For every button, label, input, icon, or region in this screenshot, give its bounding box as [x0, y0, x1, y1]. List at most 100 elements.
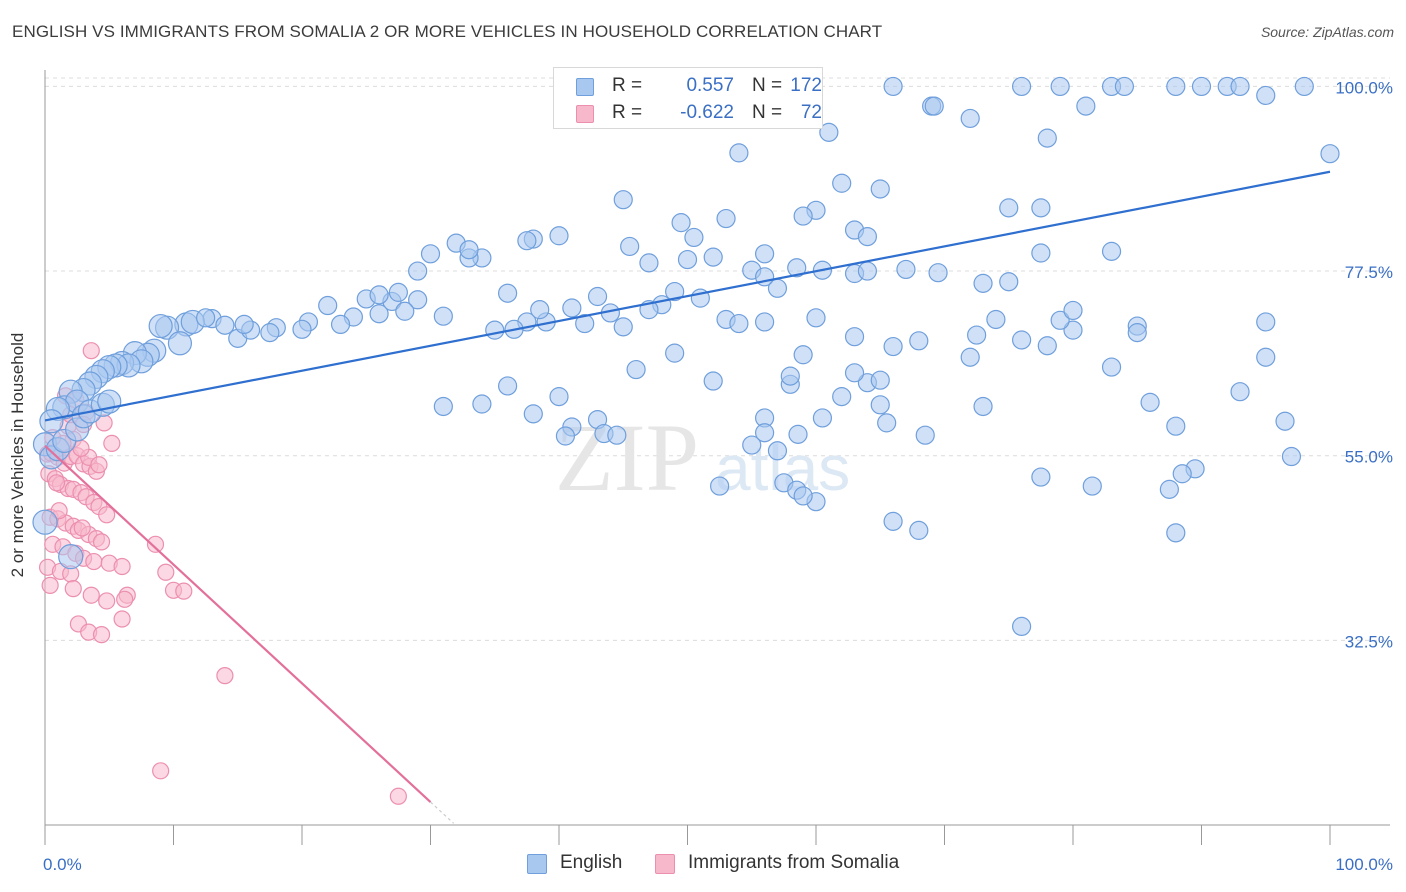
english-point	[1166, 416, 1186, 436]
english-point	[896, 259, 916, 280]
english-point	[793, 486, 813, 506]
somalia-point	[41, 576, 59, 594]
somalia-point	[216, 667, 234, 685]
english-point	[1031, 243, 1051, 263]
english-point	[665, 343, 685, 363]
english-point	[459, 240, 479, 260]
english-point	[832, 387, 852, 407]
english-point	[395, 301, 415, 321]
english-point	[960, 108, 980, 129]
english-point	[928, 263, 948, 283]
english-point	[671, 213, 691, 233]
english-point	[318, 295, 338, 316]
english-point	[32, 509, 58, 535]
english-point	[215, 315, 235, 335]
english-point	[999, 272, 1019, 292]
legend-n-label: N =	[752, 102, 783, 123]
english-point	[433, 396, 453, 417]
somalia-point	[90, 456, 108, 474]
somalia-point	[98, 592, 116, 610]
english-point	[639, 253, 659, 273]
tick-labels: 32.5% 55.0% 77.5% 100.0% 0.0% 100.0%	[43, 78, 1393, 874]
english-point	[555, 426, 576, 446]
english-point	[973, 396, 993, 417]
english-point	[1101, 241, 1122, 261]
english-point	[1294, 76, 1314, 97]
english-point	[485, 320, 505, 340]
english-point	[754, 423, 775, 443]
english-point	[806, 308, 826, 328]
english-point	[408, 290, 428, 310]
english-point	[924, 96, 944, 116]
legend-swatch-somalia	[655, 854, 675, 874]
english-point	[1172, 464, 1192, 484]
y-tick-label: 100.0%	[1335, 78, 1393, 97]
english-point	[1037, 128, 1057, 148]
english-point	[787, 258, 807, 278]
english-point	[1101, 357, 1122, 377]
english-point	[39, 409, 64, 434]
english-point	[788, 424, 808, 444]
english-point	[1050, 76, 1070, 97]
somalia-point	[92, 533, 111, 551]
english-point	[915, 425, 935, 445]
english-point	[754, 244, 775, 264]
legend-r-label: R =	[612, 75, 643, 96]
english-point	[498, 376, 518, 396]
english-point	[1275, 411, 1295, 431]
legend-n-value: 172	[790, 75, 822, 96]
english-point	[575, 313, 595, 334]
legend-label-somalia: Immigrants from Somalia	[688, 852, 900, 873]
english-point	[1281, 446, 1302, 467]
english-point	[1320, 144, 1340, 164]
somalia-point	[146, 535, 165, 553]
english-point	[844, 327, 865, 347]
english-point	[260, 323, 280, 343]
english-point	[729, 313, 749, 334]
english-point	[729, 143, 749, 163]
english-point	[1191, 76, 1212, 97]
english-point	[767, 441, 788, 461]
english-point	[148, 313, 173, 339]
english-point	[196, 308, 216, 328]
english-point	[369, 285, 389, 305]
english-point	[58, 544, 84, 570]
english-point	[844, 363, 865, 383]
somalia-point	[47, 474, 66, 492]
english-point	[1011, 330, 1032, 350]
somalia-point	[152, 762, 170, 780]
y-tick-label: 77.5%	[1345, 263, 1393, 282]
english-point	[684, 227, 704, 248]
english-point	[793, 345, 813, 365]
english-point	[562, 298, 582, 318]
english-point	[1011, 76, 1032, 97]
english-point	[870, 395, 890, 415]
english-point	[620, 236, 640, 257]
english-trend-line	[44, 170, 1331, 422]
english-point	[1256, 312, 1276, 332]
english-point	[883, 336, 903, 357]
correlation-legend: R = 0.557 N = 172 R = -0.622 N = 72	[553, 67, 823, 129]
english-point	[877, 413, 897, 433]
english-point	[1031, 198, 1051, 218]
english-point	[1076, 96, 1096, 116]
english-point	[780, 366, 800, 386]
legend-label-english: English	[560, 852, 623, 873]
english-point	[408, 261, 428, 281]
somalia-point	[85, 552, 103, 571]
trend-lines	[44, 170, 1331, 824]
english-point	[167, 331, 193, 356]
somalia-point	[116, 590, 134, 608]
english-point	[498, 283, 518, 303]
english-point	[292, 319, 312, 339]
english-point	[1256, 347, 1276, 367]
somalia-point	[113, 610, 131, 628]
english-point	[1159, 479, 1179, 499]
english-point	[754, 312, 775, 332]
english-point	[1140, 392, 1160, 412]
english-point	[472, 394, 492, 414]
english-point	[1166, 76, 1186, 97]
english-point	[626, 359, 646, 380]
somalia-point	[50, 502, 68, 520]
somalia-trend-line	[44, 445, 432, 803]
